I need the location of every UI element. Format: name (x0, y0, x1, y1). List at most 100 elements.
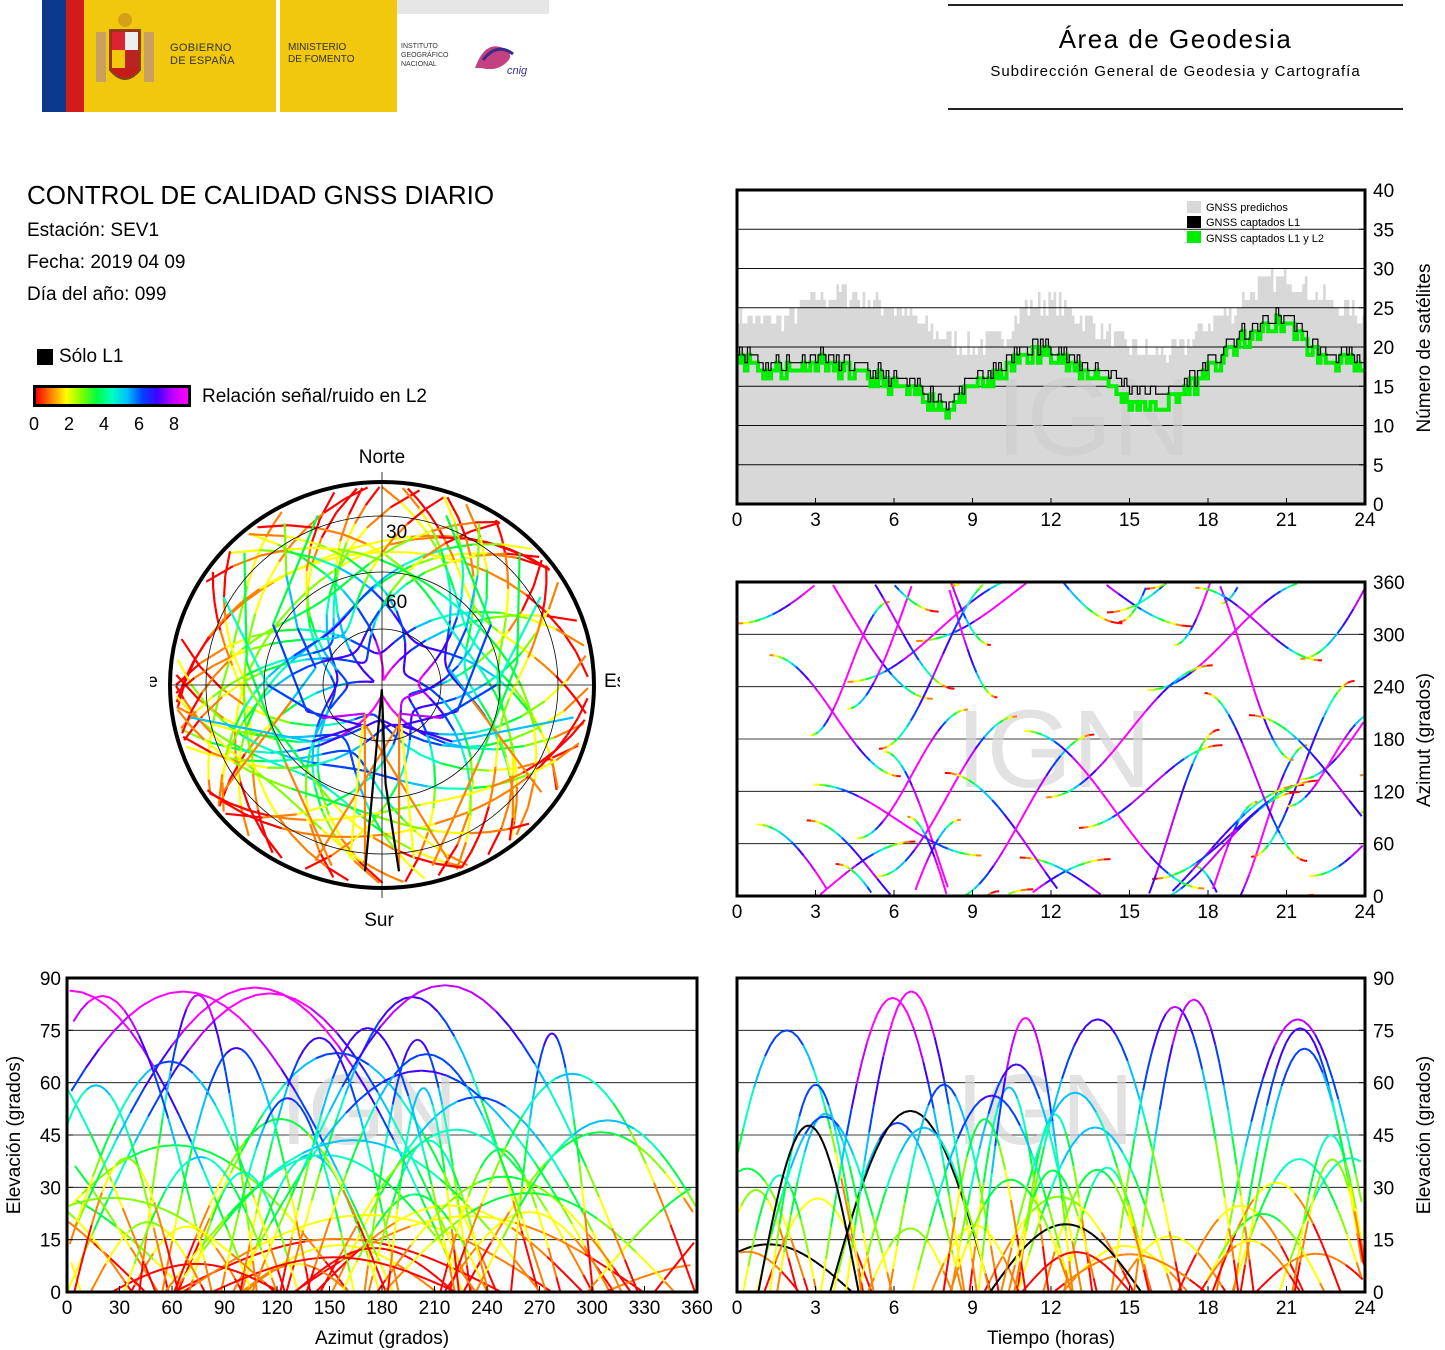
azimuth-track-segment (979, 639, 985, 644)
azimuth-track-segment (1344, 856, 1352, 863)
sky-track-segment (511, 691, 529, 712)
elevation-time-segment (1223, 1197, 1231, 1229)
elevation-azimuth-segment (355, 1028, 363, 1035)
elevation-azimuth-segment (521, 1218, 532, 1243)
azimuth-track-segment (922, 747, 928, 755)
elevation-time-segment (1296, 1262, 1301, 1278)
sky-track-segment (320, 511, 338, 539)
azimuth-track-segment (886, 604, 892, 613)
elevation-time-segment (1005, 1086, 1010, 1090)
azimuth-track-segment (1181, 780, 1187, 792)
elevation-time-segment (949, 1163, 958, 1180)
elevation-time-segment (1070, 1223, 1077, 1227)
elevation-time-segment (1175, 1015, 1183, 1029)
elevation-time-segment (945, 1253, 951, 1273)
azimuth-track-segment (856, 641, 862, 649)
x-tick-label: 15 (1119, 510, 1140, 531)
elevation-azimuth-segment (295, 1001, 312, 1015)
elevation-azimuth-segment (477, 1237, 485, 1246)
azimuth-track-segment (856, 745, 863, 752)
azimuth-track-segment (1050, 879, 1059, 890)
azimuth-track-segment (1002, 717, 1009, 722)
azimuth-track-segment (1237, 734, 1244, 744)
elevation-azimuth-segment (248, 1285, 253, 1290)
elevation-azimuth-segment (480, 1182, 491, 1204)
elevation-time-segment (1263, 1278, 1270, 1285)
elevation-time-segment (809, 1198, 815, 1202)
elevation-time-segment (1034, 1032, 1040, 1046)
elevation-azimuth-segment (325, 1078, 334, 1097)
azimuth-track-segment (1106, 751, 1114, 759)
elevation-azimuth-segment (268, 1265, 278, 1270)
azimuth-track-segment (875, 606, 880, 612)
azimuth-track-segment (968, 624, 974, 632)
azimuth-track-segment (1278, 793, 1285, 798)
elevation-azimuth-segment (573, 1134, 584, 1141)
elevation-azimuth-segment (162, 1266, 169, 1271)
azimuth-track-segment (1071, 864, 1079, 870)
azimuth-track-segment (1174, 761, 1181, 767)
elevation-azimuth-segment (188, 1279, 194, 1293)
elevation-time-segment (752, 1188, 757, 1192)
sky-track-segment (271, 624, 308, 712)
elevation-azimuth-segment (436, 1010, 447, 1024)
azimuth-track-segment (942, 684, 947, 689)
elevation-time-segment (1150, 1240, 1156, 1246)
elevation-time-segment (955, 1178, 963, 1196)
azimuth-track-segment (1234, 821, 1239, 829)
elevation-time-segment (1327, 1134, 1332, 1138)
azimuth-track-segment (911, 600, 918, 606)
elevation-time-segment (783, 1273, 789, 1280)
elevation-time-segment (1111, 1181, 1118, 1189)
elevation-time-segment (1324, 1135, 1329, 1140)
sky-track-segment (374, 640, 382, 655)
elevation-azimuth-segment (456, 1128, 466, 1132)
azimuth-track-segment (1248, 802, 1253, 807)
sky-track-segment (495, 788, 513, 800)
sky-track-segment (336, 614, 346, 625)
azimuth-track-segment (979, 787, 987, 795)
elevation-azimuth-segment (611, 1227, 626, 1261)
elevation-azimuth-segment (184, 1159, 191, 1165)
elevation-time-segment (1115, 1228, 1122, 1261)
elevation-time-segment (1336, 1162, 1342, 1168)
sky-track-segment (427, 785, 446, 790)
sky-track-segment (318, 543, 348, 559)
elevation-azimuth-segment (123, 1277, 131, 1293)
sky-track-segment (410, 639, 427, 652)
elevation-azimuth-segment (181, 1009, 188, 1021)
azimuth-track-segment (1239, 888, 1245, 896)
azimuth-track-segment (854, 872, 861, 878)
sky-track-segment (331, 749, 340, 754)
elevation-time-segment (941, 1143, 949, 1154)
elevation-azimuth-segment (418, 1136, 427, 1161)
azimuth-track-segment (802, 854, 811, 864)
azimuth-track-segment (1207, 692, 1212, 696)
elevation-azimuth-segment (116, 1239, 122, 1246)
elevation-azimuth-segment (555, 1073, 565, 1080)
elevation-azimuth-segment (245, 1212, 253, 1225)
elevation-azimuth-segment (295, 1101, 302, 1109)
elevation-azimuth-segment (260, 1080, 267, 1095)
sky-track-segment (460, 851, 472, 869)
sky-track-segment (456, 813, 470, 846)
elevation-time-segment (1304, 1221, 1310, 1235)
elevation-time-segment (746, 1191, 751, 1197)
elevation-azimuth-segment (538, 1083, 549, 1094)
azimuth-track-segment (881, 816, 888, 823)
elevation-azimuth-segment (227, 1280, 237, 1286)
azimuth-track-segment (1009, 821, 1017, 831)
station-label: Estación: SEV1 (27, 220, 160, 241)
azimuth-track-segment (915, 820, 921, 826)
sky-track-segment (372, 701, 380, 710)
azimuth-track-segment (1268, 594, 1276, 600)
sky-track-segment (302, 557, 326, 575)
elevation-time-segment (1284, 1225, 1291, 1232)
sky-track-segment (382, 647, 389, 653)
elevation-time-segment (1054, 1113, 1058, 1117)
elevation-azimuth-segment (546, 1077, 557, 1086)
azimuth-track-segment (1283, 785, 1292, 790)
azimuth-track-segment (1184, 670, 1191, 676)
sky-track-segment (182, 735, 212, 754)
sky-track-segment (358, 860, 384, 884)
